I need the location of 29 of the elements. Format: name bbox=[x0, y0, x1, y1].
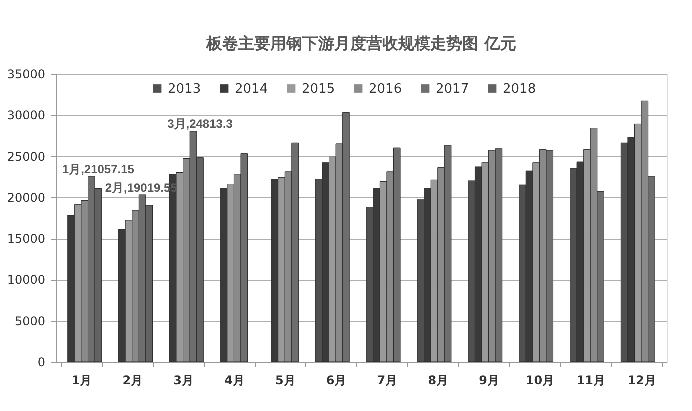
y-tick-label: 30000 bbox=[7, 108, 46, 123]
data-label: 3月,24813.3 bbox=[168, 117, 234, 132]
x-tick-label: 4月 bbox=[224, 374, 245, 388]
x-tick-label: 6月 bbox=[326, 374, 347, 388]
chart-title: 板卷主要用钢下游月度营收规模走势图 亿元 bbox=[206, 34, 516, 53]
x-tick-label: 9月 bbox=[479, 374, 500, 388]
x-tick-label: 12月 bbox=[628, 374, 656, 388]
legend-label: 2016 bbox=[369, 82, 402, 97]
x-tick-label: 3月 bbox=[174, 374, 194, 388]
x-tick-label: 1月 bbox=[72, 374, 92, 388]
y-tick-label: 0 bbox=[38, 356, 46, 370]
legend-label: 2017 bbox=[436, 82, 470, 97]
x-tick-label: 2月 bbox=[122, 374, 144, 388]
y-tick-label: 15000 bbox=[7, 232, 46, 246]
x-tick-label: 8月 bbox=[428, 374, 449, 388]
legend-label: 2015 bbox=[302, 82, 336, 97]
x-tick-label: 10月 bbox=[526, 374, 555, 388]
y-tick-label: 35000 bbox=[7, 68, 46, 82]
y-tick-label: 25000 bbox=[7, 150, 46, 164]
y-tick-label: 5000 bbox=[14, 314, 46, 328]
x-tick-label: 7月 bbox=[377, 374, 398, 388]
legend-label: 2013 bbox=[168, 82, 202, 97]
x-tick-label: 11月 bbox=[576, 374, 606, 388]
legend-label: 2014 bbox=[235, 82, 268, 97]
data-label: 1月,21057.15 bbox=[62, 162, 135, 177]
y-tick-label: 10000 bbox=[7, 273, 46, 288]
x-tick-label: 5月 bbox=[275, 374, 296, 388]
legend-label: 2018 bbox=[503, 82, 536, 97]
y-tick-label: 20000 bbox=[7, 190, 46, 205]
